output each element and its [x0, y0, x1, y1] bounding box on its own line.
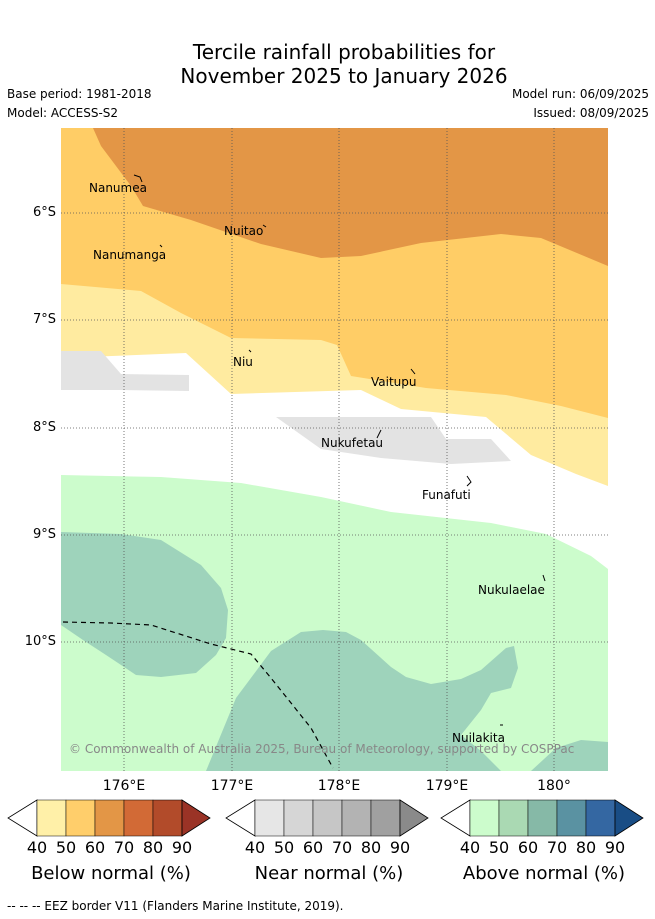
near-colorbar-title: Near normal (%) — [254, 863, 404, 884]
above-colorbar-tick-label: 70 — [546, 838, 568, 857]
place-label-nukufetau: Nukufetau — [321, 436, 384, 450]
below-colorbar-segment — [65, 799, 96, 837]
below-colorbar-segment — [123, 799, 154, 837]
lon-label-177e: 177°E — [210, 778, 254, 794]
below-colorbar-tick-label: 50 — [55, 838, 77, 857]
above-colorbar-segment — [527, 799, 558, 837]
near-colorbar-tick-label: 40 — [244, 838, 266, 857]
lat-label-10s: 10°S — [24, 634, 56, 649]
title-line-1: Tercile rainfall probabilities for — [192, 40, 496, 64]
base-period-text: Base period: 1981-2018 — [7, 87, 152, 101]
lon-label-179e: 179°E — [425, 778, 469, 794]
above-colorbar-tick-label: 90 — [604, 838, 626, 857]
lon-label-176e: 176°E — [102, 778, 146, 794]
below-colorbar-under-triangle — [7, 799, 38, 837]
above-colorbar-under-triangle — [440, 799, 471, 837]
place-label-nukulaelae: Nukulaelae — [478, 583, 545, 597]
copyright-text: © Commonwealth of Australia 2025, Bureau… — [69, 742, 575, 756]
eez-footer-note: -- -- -- EEZ border V11 (Flanders Marine… — [7, 899, 344, 913]
above-colorbar-tick-label: 80 — [575, 838, 597, 857]
near-colorbar-under-triangle — [225, 799, 256, 837]
lon-label-180: 180° — [537, 778, 571, 794]
above-colorbar-segment — [498, 799, 529, 837]
place-label-nanumanga: Nanumanga — [93, 248, 167, 262]
island-funafuti — [466, 475, 472, 487]
below-colorbar-over-triangle — [181, 799, 211, 837]
below-colorbar-tick-label: 40 — [26, 838, 48, 857]
near-colorbar-tick-label: 90 — [389, 838, 411, 857]
islands — [133, 174, 546, 726]
near-colorbar-segment — [312, 799, 343, 837]
island-vaitupu — [410, 368, 416, 375]
below-colorbar-tick-label: 80 — [142, 838, 164, 857]
issued-text: Issued: 08/09/2025 — [533, 106, 649, 120]
island-niu — [248, 349, 252, 353]
place-label-niu: Niu — [233, 355, 253, 369]
model-text: Model: ACCESS-S2 — [7, 106, 119, 120]
below-colorbar-tick-label: 70 — [113, 838, 135, 857]
near-normal-colorbar — [225, 799, 429, 837]
above-50-region-se — [531, 740, 608, 771]
above-colorbar-title: Above normal (%) — [462, 863, 626, 884]
near-colorbar-segment — [370, 799, 401, 837]
near-colorbar-segment — [254, 799, 285, 837]
below-colorbar-segment — [94, 799, 125, 837]
above-normal-colorbar — [440, 799, 644, 837]
near-colorbar-segment — [341, 799, 372, 837]
lat-label-6s: 6°S — [32, 205, 56, 220]
eez-border — [62, 621, 334, 769]
model-run-text: Model run: 06/09/2025 — [511, 87, 649, 101]
gridlines — [61, 128, 608, 771]
place-label-vaitupu: Vaitupu — [371, 375, 417, 389]
island-nuitao — [262, 224, 267, 228]
lat-label-8s: 8°S — [32, 420, 56, 435]
island-nukufetau — [376, 429, 382, 439]
near-colorbar-tick-label: 80 — [360, 838, 382, 857]
place-label-funafuti: Funafuti — [422, 488, 471, 502]
island-nanumanga — [159, 244, 163, 248]
lon-label-178e: 178°E — [317, 778, 361, 794]
below-colorbar-segment — [36, 799, 67, 837]
above-50-region-west — [61, 532, 228, 677]
island-nukulaelae — [542, 574, 546, 582]
below-colorbar-tick-label: 60 — [84, 838, 106, 857]
above-colorbar-tick-label: 50 — [488, 838, 510, 857]
near-colorbar-tick-label: 60 — [302, 838, 324, 857]
lat-label-7s: 7°S — [32, 312, 56, 327]
place-label-nuitao: Nuitao — [224, 224, 264, 238]
near-colorbar-over-triangle — [399, 799, 429, 837]
below-60-region — [93, 128, 608, 266]
near-40-region-east — [276, 417, 511, 464]
above-colorbar-tick-label: 40 — [459, 838, 481, 857]
above-colorbar-tick-label: 60 — [517, 838, 539, 857]
place-label-nanumea: Nanumea — [89, 181, 147, 195]
above-colorbar-segment — [585, 799, 616, 837]
place-label-nuilakita: Nuilakita — [452, 731, 505, 745]
above-colorbar-segment — [469, 799, 500, 837]
below-normal-colorbar — [7, 799, 211, 837]
near-colorbar-segment — [283, 799, 314, 837]
title-line-2: November 2025 to January 2026 — [180, 64, 508, 88]
above-colorbar-segment — [556, 799, 587, 837]
near-40-region-west — [61, 351, 189, 391]
below-colorbar-tick-label: 90 — [171, 838, 193, 857]
above-50-region-south — [206, 630, 518, 771]
below-colorbar-segment — [152, 799, 183, 837]
near-colorbar-tick-label: 50 — [273, 838, 295, 857]
near-colorbar-tick-label: 70 — [331, 838, 353, 857]
island-nanumea — [133, 174, 143, 183]
chart-title: Tercile rainfall probabilities for Novem… — [0, 40, 655, 88]
lat-label-9s: 9°S — [32, 527, 56, 542]
rainfall-map — [61, 128, 608, 771]
below-colorbar-title: Below normal (%) — [31, 863, 191, 884]
above-colorbar-over-triangle — [614, 799, 644, 837]
